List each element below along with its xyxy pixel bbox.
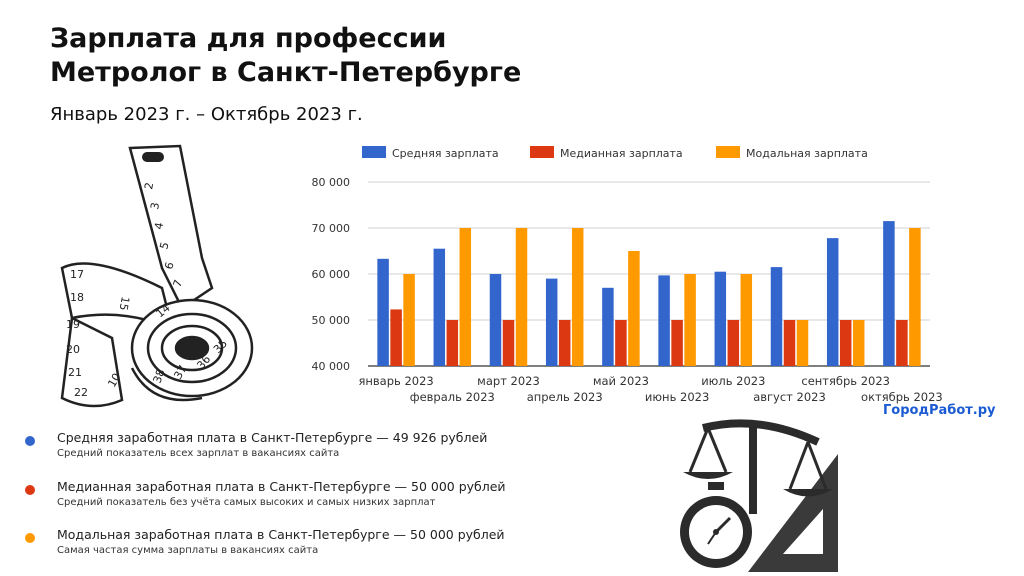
bar [615, 320, 627, 366]
x-tick-label: июнь 2023 [645, 390, 709, 404]
tape-number: 19 [66, 318, 80, 331]
x-tick-label: март 2023 [477, 374, 540, 388]
tape-number: 5 [157, 241, 171, 251]
chart-legend: Средняя зарплата Медианная зарплата Модаль… [362, 146, 868, 160]
bar [796, 320, 809, 366]
x-tick-label: октябрь 2023 [861, 390, 943, 404]
median-dot-icon [25, 485, 35, 495]
bar [727, 320, 740, 366]
info-sub: Самая частая сумма зарплаты в вакансиях … [57, 545, 319, 556]
bar [403, 274, 415, 366]
bar [714, 271, 727, 366]
bar [558, 320, 571, 366]
legend-swatch [530, 146, 554, 158]
bar [684, 274, 696, 366]
bar [896, 320, 908, 366]
x-tick-label: февраль 2023 [410, 390, 495, 404]
legend-label: Средняя зарплата [392, 147, 499, 160]
bar [515, 228, 528, 366]
measuring-instruments-icon [680, 419, 838, 572]
bar [602, 287, 614, 366]
y-tick-label: 60 000 [312, 268, 351, 281]
bar [446, 320, 459, 366]
bar [433, 248, 446, 366]
tape-number: 6 [162, 261, 176, 271]
tape-number: 37 [171, 363, 189, 382]
bar [628, 251, 640, 366]
x-tick-label: сентябрь 2023 [801, 374, 890, 388]
bar [377, 258, 389, 366]
legend-swatch [716, 146, 740, 158]
bar [740, 274, 753, 366]
page-title: Зарплата для профессии Метролог в Санкт-… [50, 22, 521, 90]
x-tick-label: июль 2023 [701, 374, 765, 388]
tape-number: 38 [151, 367, 168, 385]
bar [545, 278, 558, 366]
average-dot-icon [25, 436, 35, 446]
bar [770, 267, 783, 366]
tape-number: 17 [70, 268, 84, 281]
bar [489, 274, 502, 366]
x-tick-label: август 2023 [753, 390, 826, 404]
bar [390, 309, 402, 366]
tape-number: 7 [171, 278, 186, 289]
title-line-1: Зарплата для профессии [50, 23, 447, 54]
tape-number: 18 [70, 291, 84, 304]
chart-bars [377, 221, 921, 366]
tape-number: 22 [74, 386, 88, 399]
legend-label: Модальная зарплата [746, 147, 868, 160]
tape-number: 15 [117, 295, 132, 311]
bar [883, 221, 895, 366]
y-tick-label: 80 000 [312, 176, 351, 189]
tape-number: 2 [142, 181, 156, 190]
x-axis-labels: январь 2023 февраль 2023 март 2023 апрель 2… [358, 374, 942, 404]
legend-swatch [362, 146, 386, 158]
bar [783, 320, 796, 366]
info-heading: Медианная заработная плата в Санкт-Петер… [57, 479, 506, 494]
y-tick-label: 70 000 [312, 222, 351, 235]
title-line-2: Метролог в Санкт-Петербурге [50, 57, 522, 88]
modal-dot-icon [25, 533, 35, 543]
x-tick-label: май 2023 [593, 374, 649, 388]
info-heading: Средняя заработная плата в Санкт-Петербу… [57, 430, 488, 445]
tape-number: 21 [68, 366, 82, 379]
info-sub: Средний показатель всех зарплат в ваканс… [57, 448, 340, 459]
bar [671, 320, 683, 366]
x-tick-label: январь 2023 [358, 374, 433, 388]
y-tick-label: 50 000 [312, 314, 351, 327]
tape-number: 4 [152, 221, 166, 230]
bar [839, 320, 852, 366]
brand-logo: ГородРабот.ру [883, 403, 996, 418]
y-tick-label: 40 000 [312, 360, 351, 373]
info-sub: Средний показатель без учёта самых высок… [57, 497, 436, 508]
tape-number: 3 [148, 201, 162, 210]
bar [658, 275, 670, 366]
bar [852, 320, 865, 366]
info-heading: Модальная заработная плата в Санкт-Петер… [57, 527, 505, 542]
bar [909, 228, 921, 366]
bar [571, 228, 584, 366]
tape-number: 20 [66, 343, 80, 356]
bar [459, 228, 472, 366]
tape-number: 10 [105, 371, 123, 390]
bar [502, 320, 515, 366]
salary-bar-chart: Средняя зарплата Медианная зарплата Модаль… [312, 146, 943, 404]
x-tick-label: апрель 2023 [527, 390, 603, 404]
bar [826, 238, 839, 366]
period-subtitle: Январь 2023 г. – Октябрь 2023 г. [50, 104, 363, 125]
legend-label: Медианная зарплата [560, 147, 683, 160]
